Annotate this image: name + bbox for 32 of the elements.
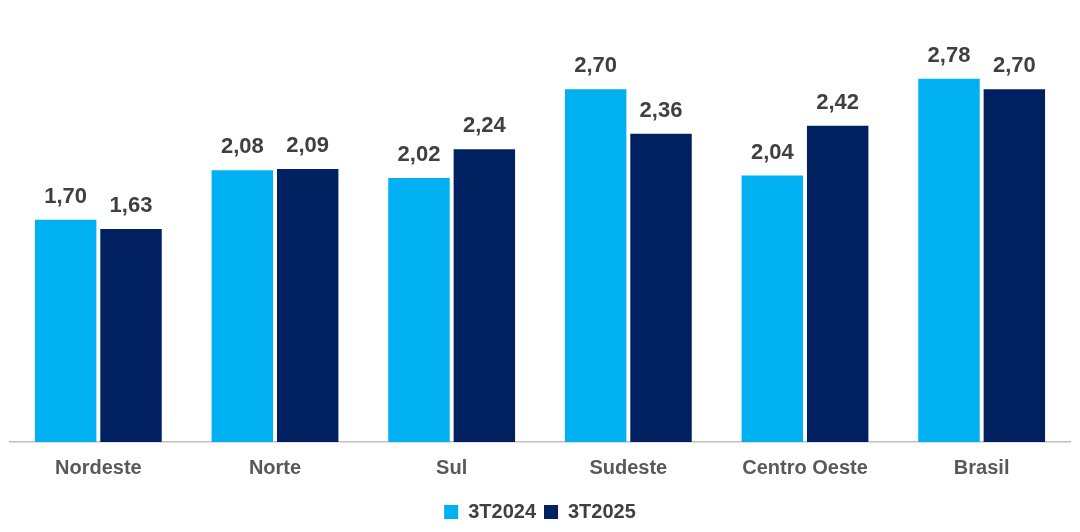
data-label: 2,70 [992, 52, 1036, 78]
data-label: 2,02 [397, 141, 441, 167]
bar [100, 229, 162, 442]
x-tick-label: Sul [436, 455, 468, 478]
bar [388, 178, 450, 442]
data-label: 1,70 [44, 182, 88, 208]
data-label: 2,70 [574, 52, 618, 78]
x-tick-label: Brasil [953, 455, 1010, 478]
bar [564, 89, 627, 442]
data-label: 2,78 [927, 41, 971, 67]
data-label: 2,04 [750, 138, 795, 164]
bar [918, 78, 980, 442]
bar [741, 175, 804, 442]
x-tick-label: Centro Oeste [742, 455, 868, 478]
x-tick-label: Norte [248, 455, 302, 478]
bar [983, 89, 1046, 442]
data-label: 2,42 [816, 88, 860, 114]
bar [211, 170, 274, 442]
x-tick-label: Sudeste [589, 455, 668, 478]
data-label: 2,24 [462, 112, 507, 138]
legend-label: 3T2025 [568, 499, 636, 522]
x-tick-label: Nordeste [54, 455, 142, 478]
data-label: 2,36 [639, 96, 683, 122]
data-label: 1,63 [109, 192, 153, 218]
bar [453, 149, 516, 442]
bar [34, 219, 97, 442]
bar [806, 125, 869, 442]
data-label: 2,09 [286, 131, 330, 157]
data-label: 2,08 [220, 133, 264, 159]
bar [630, 133, 692, 442]
bar [276, 168, 339, 442]
legend-label: 3T2024 [468, 499, 537, 522]
